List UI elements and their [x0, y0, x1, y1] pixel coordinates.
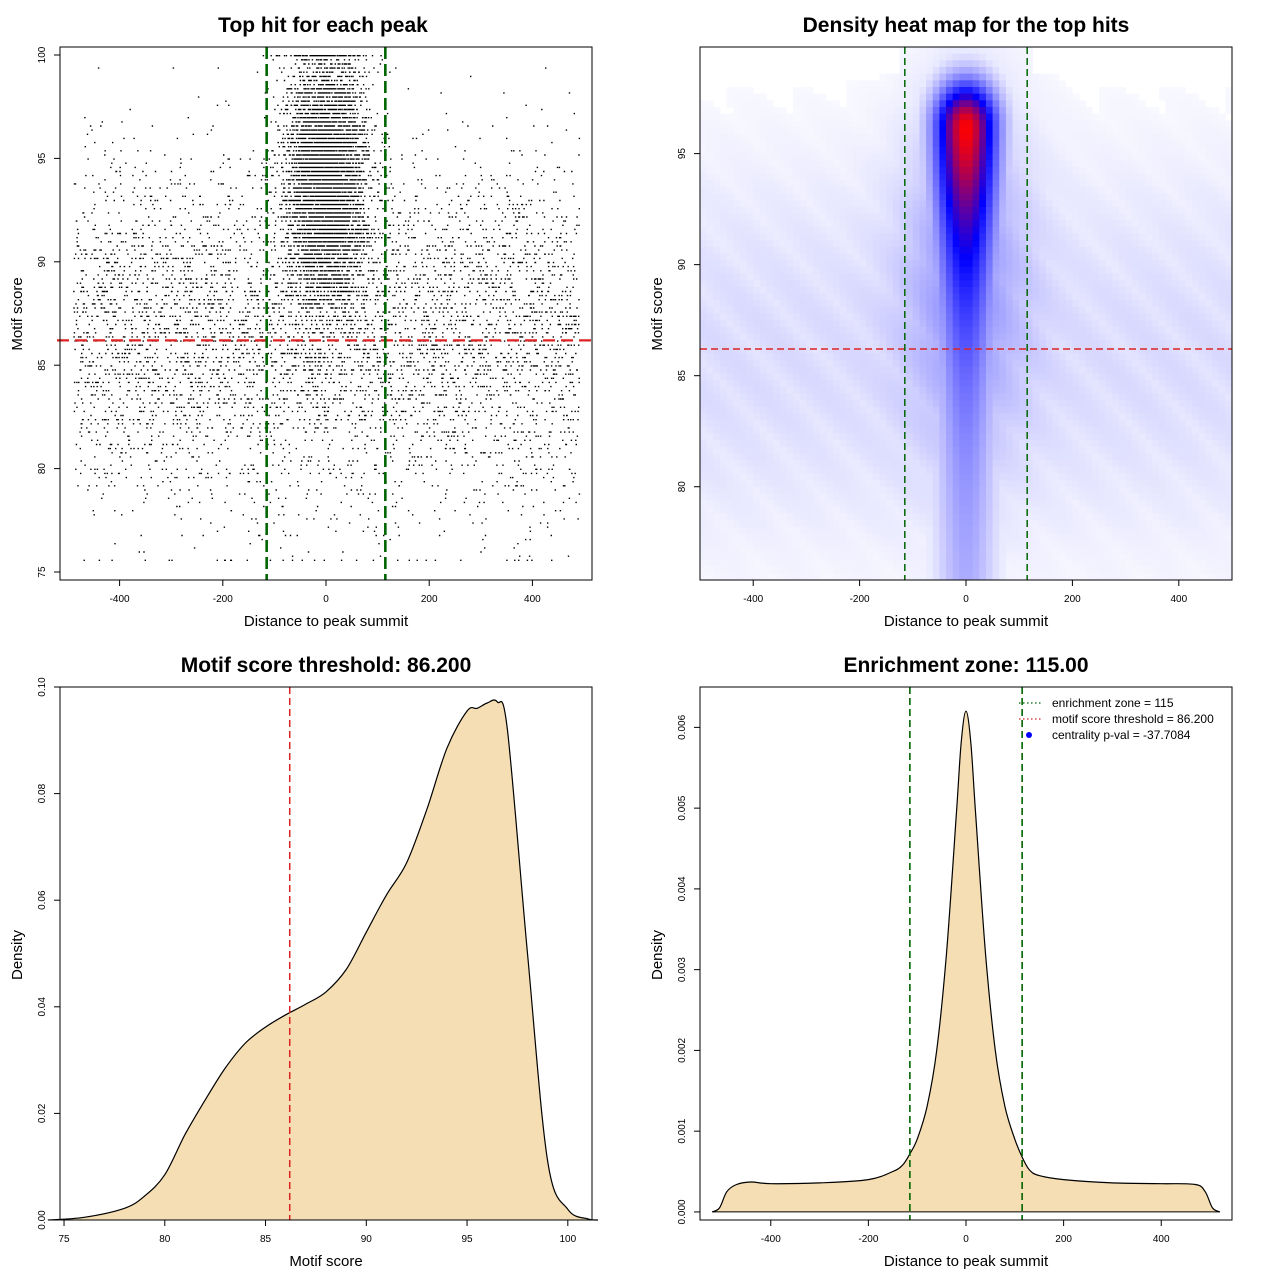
x-tick-label: 400 — [1153, 1234, 1170, 1245]
heatmap-ylabel: Motif score — [649, 277, 666, 350]
score-density-curve — [47, 699, 599, 1221]
x-tick-label: -200 — [213, 594, 233, 605]
distance-density-legend: enrichment zone = 115 motif score thresh… — [1019, 696, 1214, 742]
y-tick-label: 0.00 — [37, 1210, 48, 1230]
x-tick-label: 0 — [963, 1234, 969, 1245]
scatter-xlabel: Distance to peak summit — [244, 613, 409, 630]
y-tick-label: 0.001 — [677, 1118, 688, 1143]
scatter-ylabel: Motif score — [9, 277, 26, 350]
x-tick-label: -400 — [110, 594, 130, 605]
score-density-area — [47, 699, 598, 1221]
x-tick-label: 400 — [1170, 594, 1187, 605]
x-tick-label: 200 — [1055, 1234, 1072, 1245]
y-tick-label: 0.02 — [37, 1103, 48, 1123]
x-tick-label: 200 — [421, 594, 438, 605]
heatmap-cells — [700, 47, 1233, 581]
scatter-plot-area — [57, 47, 595, 580]
y-tick-label: 100 — [37, 46, 48, 63]
distance-density-area — [712, 711, 1220, 1212]
scatter-title: Top hit for each peak — [218, 14, 428, 37]
score-density-panel: Motif score threshold: 86.200 Motif scor… — [9, 654, 599, 1270]
y-tick-label: 0.003 — [677, 957, 688, 982]
heatmap-xlabel: Distance to peak summit — [884, 613, 1049, 630]
x-tick-label: 95 — [461, 1234, 473, 1245]
x-tick-label: -400 — [743, 594, 763, 605]
heatmap-x-axis: -400 -200 0 200 400 — [743, 580, 1188, 605]
scatter-y-axis: 75 80 85 90 95 100 — [37, 46, 60, 578]
legend-enrichment-zone: enrichment zone = 115 — [1052, 696, 1174, 710]
y-tick-label: 0.06 — [37, 890, 48, 910]
y-tick-label: 95 — [677, 148, 688, 160]
y-tick-label: 75 — [37, 566, 48, 578]
scatter-x-axis: -400 -200 0 200 400 — [110, 580, 541, 605]
y-tick-label: 0.10 — [37, 677, 48, 697]
y-tick-label: 0.000 — [677, 1199, 688, 1224]
heatmap-title: Density heat map for the top hits — [803, 14, 1130, 37]
distance-density-frame — [699, 686, 1233, 1221]
y-tick-label: 80 — [37, 463, 48, 475]
y-tick-label: 90 — [37, 256, 48, 268]
heatmap-y-axis: 80 85 90 95 — [677, 148, 700, 493]
heatmap-frame — [699, 46, 1233, 581]
x-tick-label: -200 — [858, 1234, 878, 1245]
x-tick-label: 80 — [159, 1234, 171, 1245]
legend-centrality-point — [1026, 732, 1032, 738]
heatmap-plot-area — [700, 47, 1233, 581]
distance-density-xlabel: Distance to peak summit — [884, 1253, 1049, 1270]
legend-centrality-pval: centrality p-val = -37.7084 — [1052, 728, 1191, 742]
x-tick-label: 85 — [260, 1234, 272, 1245]
distance-density-panel: Enrichment zone: 115.00 Distance to peak… — [649, 654, 1233, 1270]
y-tick-label: 90 — [677, 259, 688, 271]
y-tick-label: 95 — [37, 152, 48, 164]
scatter-panel: Top hit for each peak Distance to peak s… — [9, 14, 595, 630]
y-tick-label: 0.006 — [677, 714, 688, 739]
distance-density-curve — [711, 710, 1221, 1213]
score-density-xlabel: Motif score — [289, 1253, 362, 1270]
heatmap-panel: Density heat map for the top hits Distan… — [649, 14, 1233, 630]
x-tick-label: -200 — [850, 594, 870, 605]
y-tick-label: 0.002 — [677, 1037, 688, 1062]
legend-score-threshold: motif score threshold = 86.200 — [1052, 712, 1214, 726]
y-tick-label: 0.04 — [37, 997, 48, 1017]
x-tick-label: 0 — [323, 594, 329, 605]
x-tick-label: 100 — [559, 1234, 576, 1245]
score-density-x-axis: 75 80 85 90 95 100 — [58, 1220, 577, 1245]
x-tick-label: -400 — [761, 1234, 781, 1245]
x-tick-label: 200 — [1064, 594, 1081, 605]
distance-density-ylabel: Density — [649, 929, 666, 980]
distance-density-x-axis: -400 -200 0 200 400 — [761, 1220, 1170, 1245]
distance-density-y-axis: 0.000 0.001 0.002 0.003 0.004 0.005 0.006 — [677, 714, 700, 1224]
distance-density-plot-area — [711, 687, 1221, 1220]
x-tick-label: 75 — [58, 1234, 70, 1245]
distance-density-title: Enrichment zone: 115.00 — [843, 654, 1088, 677]
score-density-frame — [59, 686, 593, 1221]
y-tick-label: 0.005 — [677, 795, 688, 820]
x-tick-label: 0 — [963, 594, 969, 605]
score-density-title: Motif score threshold: 86.200 — [181, 654, 472, 677]
scatter-frame — [59, 46, 593, 581]
y-tick-label: 0.08 — [37, 783, 48, 803]
y-tick-label: 85 — [677, 370, 688, 382]
y-tick-label: 85 — [37, 359, 48, 371]
score-density-ylabel: Density — [9, 929, 26, 980]
x-tick-label: 400 — [524, 594, 541, 605]
x-tick-label: 90 — [361, 1234, 373, 1245]
y-tick-label: 0.004 — [677, 876, 688, 901]
y-tick-label: 80 — [677, 481, 688, 493]
